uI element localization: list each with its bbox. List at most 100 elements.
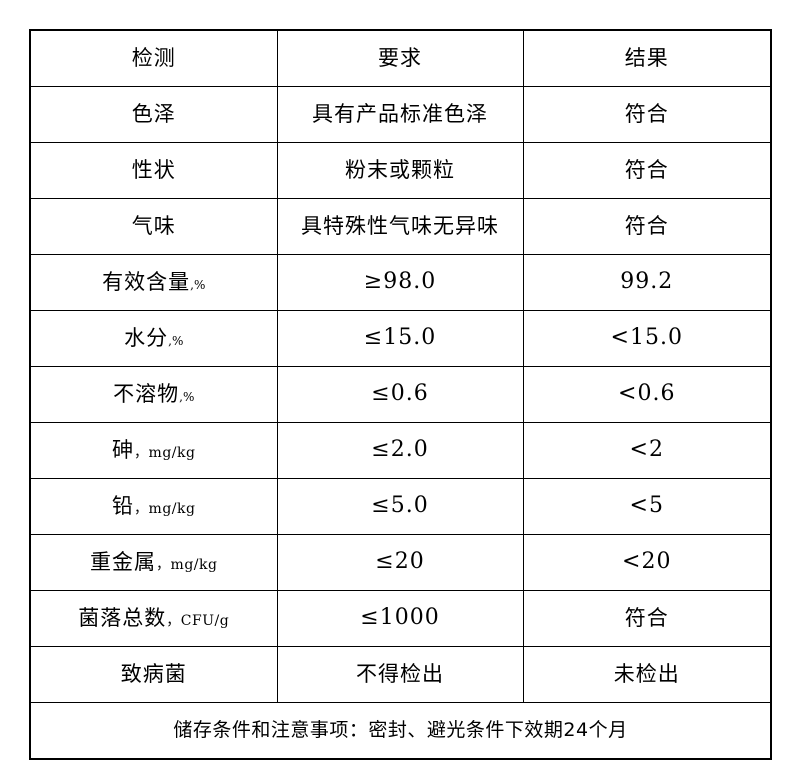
cell-requirement: ≤0.6 <box>276 366 524 423</box>
cell-result: 符合 <box>522 590 772 647</box>
item-label-group: 气味 <box>131 213 176 238</box>
item-label-group: 砷，mg/kg <box>112 437 196 462</box>
requirement-value: ≤1000 <box>360 605 440 631</box>
cell-requirement: ≤15.0 <box>276 310 524 367</box>
result-value: 符合 <box>624 101 669 126</box>
cell-requirement: 具有产品标准色泽 <box>276 86 524 143</box>
table-row: 色泽 具有产品标准色泽 符合 <box>29 86 772 143</box>
item-name: 致病菌 <box>120 661 187 686</box>
requirement-value: 粉末或颗粒 <box>345 157 455 182</box>
cell-result: <5 <box>522 478 772 535</box>
cell-item: 色泽 <box>29 86 278 143</box>
result-value: <0.6 <box>618 381 676 407</box>
table-header-row: 检测 要求 结果 <box>29 29 772 87</box>
requirement-value: 不得检出 <box>356 661 444 686</box>
table-row: 菌落总数，CFU/g ≤1000 符合 <box>29 590 772 647</box>
cell-result: 未检出 <box>522 646 772 703</box>
cell-result: 99.2 <box>522 254 772 311</box>
result-value: 未检出 <box>613 661 680 686</box>
cell-item: 铅，mg/kg <box>29 478 278 535</box>
requirement-value: ≤0.6 <box>371 381 429 407</box>
requirement-value: ≤15.0 <box>363 325 437 351</box>
column-header-req: 要求 <box>276 29 524 87</box>
cell-result: <20 <box>522 534 772 591</box>
item-name: 砷 <box>112 437 135 462</box>
cell-requirement: 粉末或颗粒 <box>276 142 524 199</box>
cell-item: 有效含量,% <box>29 254 278 311</box>
cell-result: 符合 <box>522 198 772 255</box>
item-name: 性状 <box>131 157 176 182</box>
cell-storage-note: 储存条件和注意事项：密封、避光条件下效期24个月 <box>29 702 772 760</box>
item-name: 有效含量 <box>102 269 191 294</box>
cell-item: 性状 <box>29 142 278 199</box>
item-unit: ，mg/kg <box>156 556 218 573</box>
table-row: 砷，mg/kg ≤2.0 <2 <box>29 422 772 479</box>
requirement-value: ≤2.0 <box>371 437 429 463</box>
item-label-group: 铅，mg/kg <box>112 493 196 518</box>
cell-requirement: ≤5.0 <box>276 478 524 535</box>
result-value: 符合 <box>624 157 669 182</box>
column-header-label: 检测 <box>131 45 176 70</box>
column-header-result: 结果 <box>522 29 772 87</box>
cell-result: <15.0 <box>522 310 772 367</box>
cell-item: 重金属，mg/kg <box>29 534 278 591</box>
requirement-value: 具特殊性气味无异味 <box>301 213 499 238</box>
item-label-group: 致病菌 <box>120 661 187 686</box>
cell-item: 不溶物,% <box>29 366 278 423</box>
column-header-label: 要求 <box>378 45 422 70</box>
item-label-group: 水分,% <box>124 325 184 350</box>
table-row: 性状 粉末或颗粒 符合 <box>29 142 772 199</box>
cell-requirement: ≤1000 <box>276 590 524 647</box>
item-label-group: 菌落总数，CFU/g <box>78 605 230 630</box>
cell-result: 符合 <box>522 142 772 199</box>
result-value: 符合 <box>624 213 669 238</box>
cell-item: 致病菌 <box>29 646 278 703</box>
result-value: <5 <box>629 493 664 519</box>
item-unit: ，mg/kg <box>134 444 196 461</box>
specification-sheet: 检测 要求 结果 色泽 具有产品标准色泽 符合 性状 粉末或颗粒 符合 气味 具特殊性气味无异味 符合… <box>29 29 772 760</box>
item-name: 铅 <box>112 493 135 518</box>
item-unit: ,% <box>190 277 206 292</box>
storage-note-text: 储存条件和注意事项：密封、避光条件下效期24个月 <box>173 719 628 742</box>
item-label-group: 重金属，mg/kg <box>90 549 218 574</box>
table-row: 水分,% ≤15.0 <15.0 <box>29 310 772 367</box>
item-name: 菌落总数 <box>78 605 167 630</box>
item-name: 水分 <box>124 325 169 350</box>
item-label-group: 有效含量,% <box>102 269 206 294</box>
table-body: 检测 要求 结果 色泽 具有产品标准色泽 符合 性状 粉末或颗粒 符合 气味 具特殊性气味无异味 符合… <box>29 29 772 760</box>
cell-item: 菌落总数，CFU/g <box>29 590 278 647</box>
item-name: 气味 <box>131 213 176 238</box>
result-value: <2 <box>629 437 664 463</box>
item-unit: ，CFU/g <box>166 612 230 629</box>
item-unit: ,% <box>179 389 195 404</box>
cell-requirement: ≤2.0 <box>276 422 524 479</box>
item-name: 重金属 <box>90 549 157 574</box>
table-row: 重金属，mg/kg ≤20 <20 <box>29 534 772 591</box>
result-value: 99.2 <box>620 269 674 295</box>
table-row: 不溶物,% ≤0.6 <0.6 <box>29 366 772 423</box>
column-header-label: 结果 <box>624 45 669 70</box>
item-unit: ,% <box>168 333 184 348</box>
table-footer-row: 储存条件和注意事项：密封、避光条件下效期24个月 <box>29 702 772 760</box>
cell-result: <0.6 <box>522 366 772 423</box>
result-value: 符合 <box>624 605 669 630</box>
item-label-group: 色泽 <box>131 101 176 126</box>
requirement-value: ≤5.0 <box>371 493 429 519</box>
item-name: 不溶物 <box>113 381 180 406</box>
cell-requirement: 具特殊性气味无异味 <box>276 198 524 255</box>
item-name: 色泽 <box>131 101 176 126</box>
column-header-item: 检测 <box>29 29 278 87</box>
cell-result: 符合 <box>522 86 772 143</box>
specification-table: 检测 要求 结果 色泽 具有产品标准色泽 符合 性状 粉末或颗粒 符合 气味 具特殊性气味无异味 符合… <box>29 29 772 760</box>
table-row: 致病菌 不得检出 未检出 <box>29 646 772 703</box>
cell-requirement: ≤20 <box>276 534 524 591</box>
result-value: <15.0 <box>610 325 683 351</box>
table-row: 铅，mg/kg ≤5.0 <5 <box>29 478 772 535</box>
requirement-value: ≥98.0 <box>363 269 437 295</box>
item-unit: ，mg/kg <box>134 500 196 517</box>
result-value: <20 <box>622 549 672 575</box>
cell-result: <2 <box>522 422 772 479</box>
item-label-group: 性状 <box>131 157 176 182</box>
cell-item: 水分,% <box>29 310 278 367</box>
cell-requirement: ≥98.0 <box>276 254 524 311</box>
